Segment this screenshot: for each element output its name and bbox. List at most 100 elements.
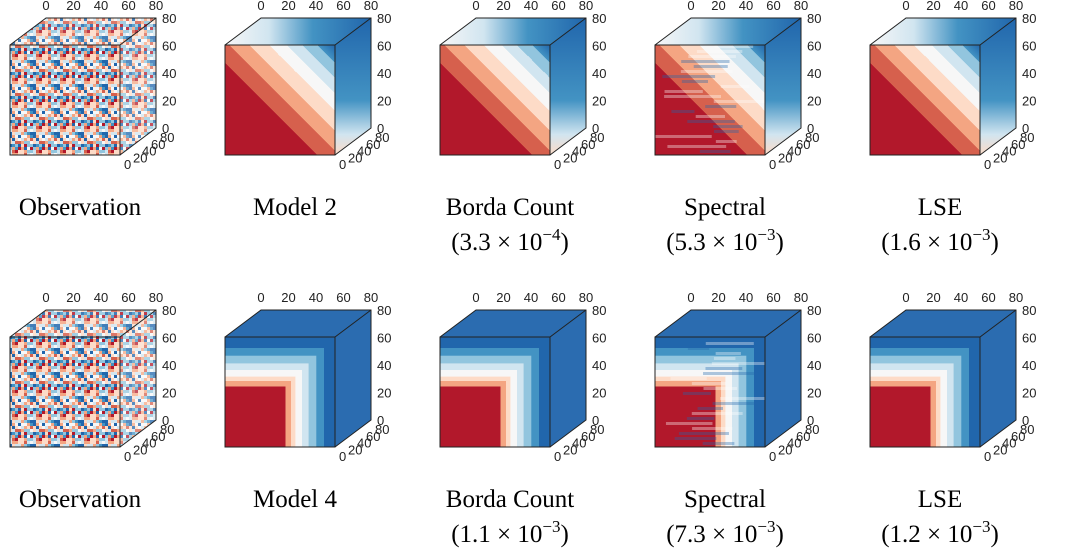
cube-face — [335, 18, 371, 155]
tick-label: 80 — [160, 422, 174, 437]
streak — [655, 135, 712, 138]
tick-label: 20 — [993, 442, 1007, 457]
tick-label: 60 — [336, 0, 350, 13]
tick-label: 80 — [1009, 0, 1023, 13]
tick-label: 80 — [149, 0, 163, 13]
cube-face — [120, 18, 156, 155]
streak — [692, 427, 733, 430]
error-exponent: −3 — [757, 225, 775, 244]
streak — [699, 150, 731, 153]
tick-label: 0 — [687, 290, 694, 305]
tick-label: 20 — [133, 442, 147, 457]
streak — [705, 342, 754, 345]
tick-label: 20 — [563, 442, 577, 457]
streak — [714, 45, 754, 48]
tick-label: 40 — [309, 0, 323, 13]
tick-label: 60 — [807, 331, 821, 346]
band — [870, 386, 931, 447]
tick-label: 60 — [766, 0, 780, 13]
tick-label: 20 — [377, 94, 391, 109]
tick-label: 0 — [42, 290, 49, 305]
tick-label: 20 — [162, 94, 176, 109]
tick-label: 20 — [711, 0, 725, 13]
tick-label: 0 — [902, 290, 909, 305]
streak — [687, 347, 710, 350]
tick-label: 60 — [981, 290, 995, 305]
caption: Model 4 — [253, 486, 338, 513]
tick-label: 20 — [348, 150, 362, 165]
tick-label: 0 — [257, 0, 264, 13]
tick-label: 80 — [160, 130, 174, 145]
tick-label: 0 — [377, 413, 384, 428]
error-exponent: −3 — [757, 517, 775, 536]
tick-label: 80 — [377, 11, 391, 26]
tick-label: 40 — [1002, 144, 1016, 159]
error: (1.6 × 10−3) — [881, 225, 999, 256]
cube-edge — [9, 309, 157, 448]
error-close: ) — [560, 521, 568, 548]
tick-label: 40 — [309, 290, 323, 305]
tick-label: 40 — [807, 358, 821, 373]
streak — [697, 407, 723, 410]
cube-edge — [654, 17, 802, 156]
caption: Spectral — [684, 194, 766, 221]
tick-label: 0 — [554, 449, 561, 464]
streak — [705, 367, 743, 370]
streak — [702, 442, 735, 445]
streak — [713, 100, 765, 103]
tick-label: 60 — [807, 39, 821, 54]
streak — [686, 417, 715, 420]
tick-label: 20 — [1022, 386, 1036, 401]
tick-label: 40 — [572, 436, 586, 451]
tick-label: 40 — [94, 290, 108, 305]
tick-label: 80 — [592, 303, 606, 318]
streak — [715, 140, 737, 143]
tick-label: 20 — [66, 0, 80, 13]
cube-edge — [869, 17, 1017, 156]
cube-face — [550, 310, 586, 447]
tick-label: 60 — [366, 137, 380, 152]
tick-label: 0 — [162, 413, 169, 428]
cube-face — [550, 18, 586, 155]
cube-edge — [869, 309, 1017, 448]
tick-label: 20 — [377, 386, 391, 401]
error-exponent: −3 — [542, 517, 560, 536]
streak — [703, 387, 737, 390]
streak — [691, 412, 743, 415]
tick-label: 80 — [162, 303, 176, 318]
tick-label: 20 — [133, 150, 147, 165]
tick-label: 60 — [162, 39, 176, 54]
tick-label: 60 — [592, 39, 606, 54]
streak — [714, 130, 739, 133]
cube-face — [440, 18, 586, 45]
tick-label: 60 — [1011, 137, 1025, 152]
cube-face — [10, 337, 120, 447]
error-exponent: −3 — [972, 225, 990, 244]
texture — [665, 337, 765, 445]
streak — [681, 80, 708, 83]
error: (1.1 × 10−3) — [451, 517, 569, 548]
cube-face — [655, 45, 765, 155]
tick-label: 20 — [993, 150, 1007, 165]
caption: Borda Count — [446, 194, 575, 221]
tick-label: 60 — [377, 331, 391, 346]
streak — [674, 437, 717, 440]
tick-label: 0 — [769, 449, 776, 464]
tick-label: 60 — [151, 429, 165, 444]
tick-label: 40 — [94, 0, 108, 13]
tick-label: 80 — [1022, 303, 1036, 318]
streak — [712, 402, 765, 405]
cube-face — [10, 310, 156, 337]
tick-label: 60 — [121, 0, 135, 13]
error: (1.2 × 10−3) — [881, 517, 999, 548]
cube-face — [10, 45, 120, 155]
tick-label: 80 — [364, 290, 378, 305]
cube-face — [655, 18, 801, 45]
tick-label: 40 — [592, 358, 606, 373]
tick-label: 0 — [257, 290, 264, 305]
